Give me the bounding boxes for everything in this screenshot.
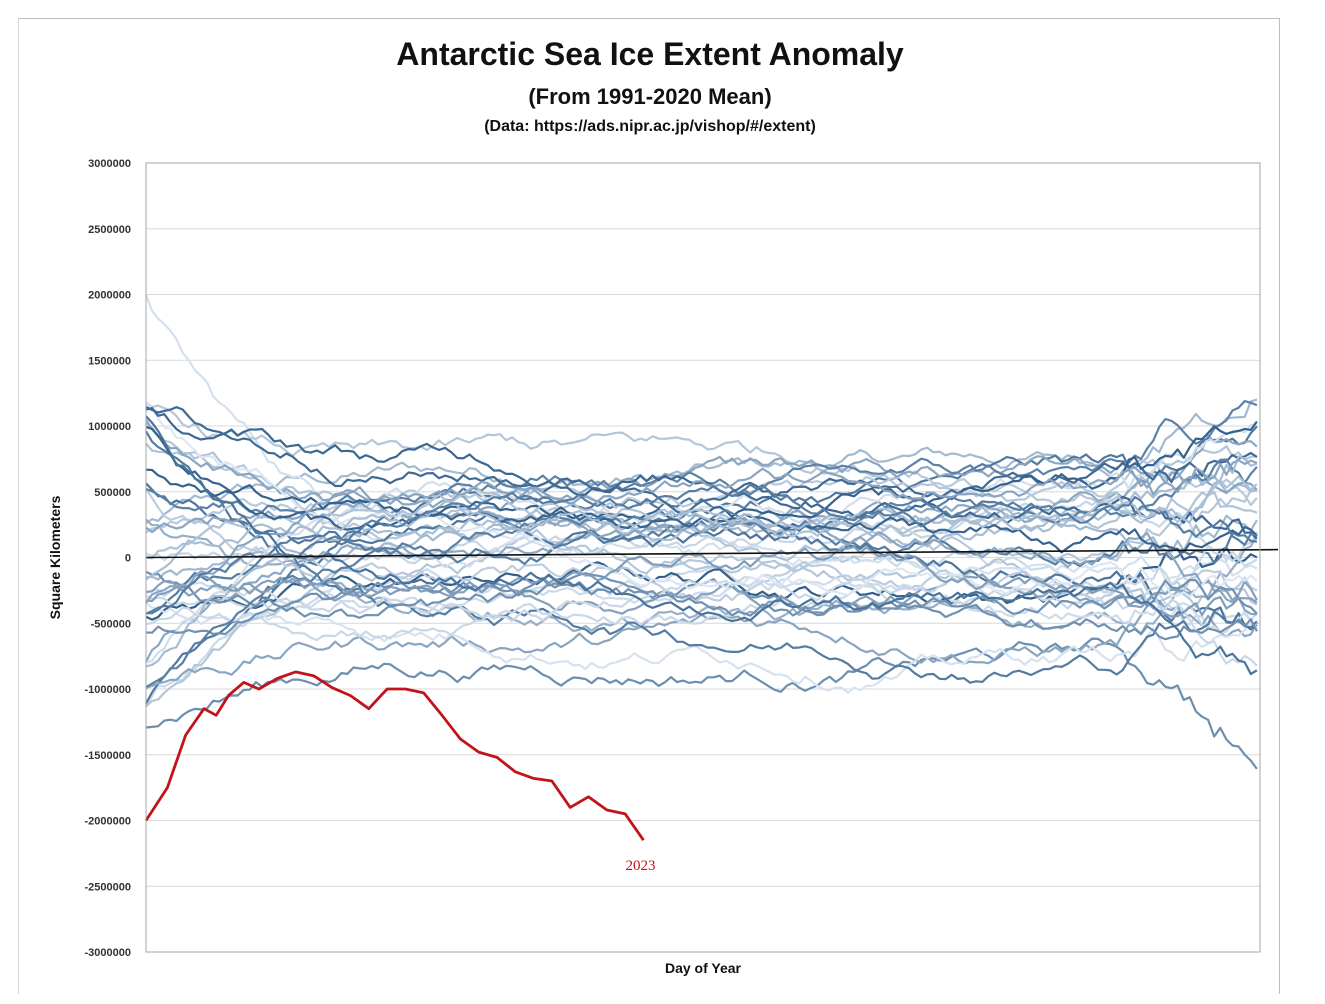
y-tick-label: -1500000 bbox=[85, 750, 132, 762]
other-year-line bbox=[145, 601, 1257, 695]
other-year-line bbox=[145, 405, 1258, 515]
other-year-line bbox=[145, 459, 1258, 604]
y-tick-label: -2500000 bbox=[85, 881, 132, 893]
other-year-line bbox=[145, 442, 1258, 562]
zero-line bbox=[145, 548, 1279, 559]
zero-line-group bbox=[145, 548, 1279, 559]
other-year-line bbox=[145, 472, 1258, 668]
plot-area-border bbox=[145, 162, 1261, 953]
other-year-line bbox=[145, 425, 1258, 705]
y-tick-label: -500000 bbox=[91, 618, 131, 630]
other-year-line bbox=[145, 483, 1258, 615]
chart-title: Antarctic Sea Ice Extent Anomaly bbox=[396, 36, 904, 72]
y-axis-label: Square Kilometers bbox=[47, 495, 63, 619]
y-tick-label: 1000000 bbox=[88, 421, 131, 433]
highlight-line-2023 bbox=[144, 670, 645, 841]
y-tick-label: 0 bbox=[125, 553, 131, 565]
other-year-line bbox=[145, 545, 1258, 618]
other-year-line bbox=[145, 572, 1258, 636]
x-axis-label: Day of Year bbox=[665, 960, 742, 976]
other-year-line bbox=[145, 519, 1257, 615]
series-label-2023: 2023 bbox=[625, 858, 655, 874]
y-tick-label: 2000000 bbox=[88, 290, 131, 302]
other-year-line bbox=[145, 582, 1258, 667]
chart-frame bbox=[18, 18, 1280, 994]
y-tick-label: -1000000 bbox=[85, 684, 132, 696]
y-tick-label: 1500000 bbox=[88, 355, 131, 367]
other-year-line bbox=[145, 402, 1258, 598]
other-year-line bbox=[145, 430, 1258, 684]
y-tick-label: 2500000 bbox=[88, 224, 131, 236]
chart-subtitle: (From 1991-2020 Mean) bbox=[528, 84, 772, 109]
other-year-line bbox=[145, 475, 1258, 560]
y-tick-labels: 3000000 2500000 2000000 1500000 1000000 50000… bbox=[85, 158, 132, 959]
chart-source: (Data: https://ads.nipr.ac.jp/vishop/#/e… bbox=[484, 118, 816, 135]
other-year-line bbox=[145, 401, 1258, 506]
y-tick-label: 3000000 bbox=[88, 158, 131, 170]
y-tick-label: -2000000 bbox=[85, 816, 132, 828]
other-year-line bbox=[145, 637, 1258, 770]
highlight-series-group bbox=[144, 670, 645, 841]
other-year-line bbox=[145, 576, 1258, 634]
y-tick-label: -3000000 bbox=[85, 947, 132, 959]
other-year-series bbox=[144, 294, 1258, 770]
y-tick-label: 500000 bbox=[94, 487, 131, 499]
